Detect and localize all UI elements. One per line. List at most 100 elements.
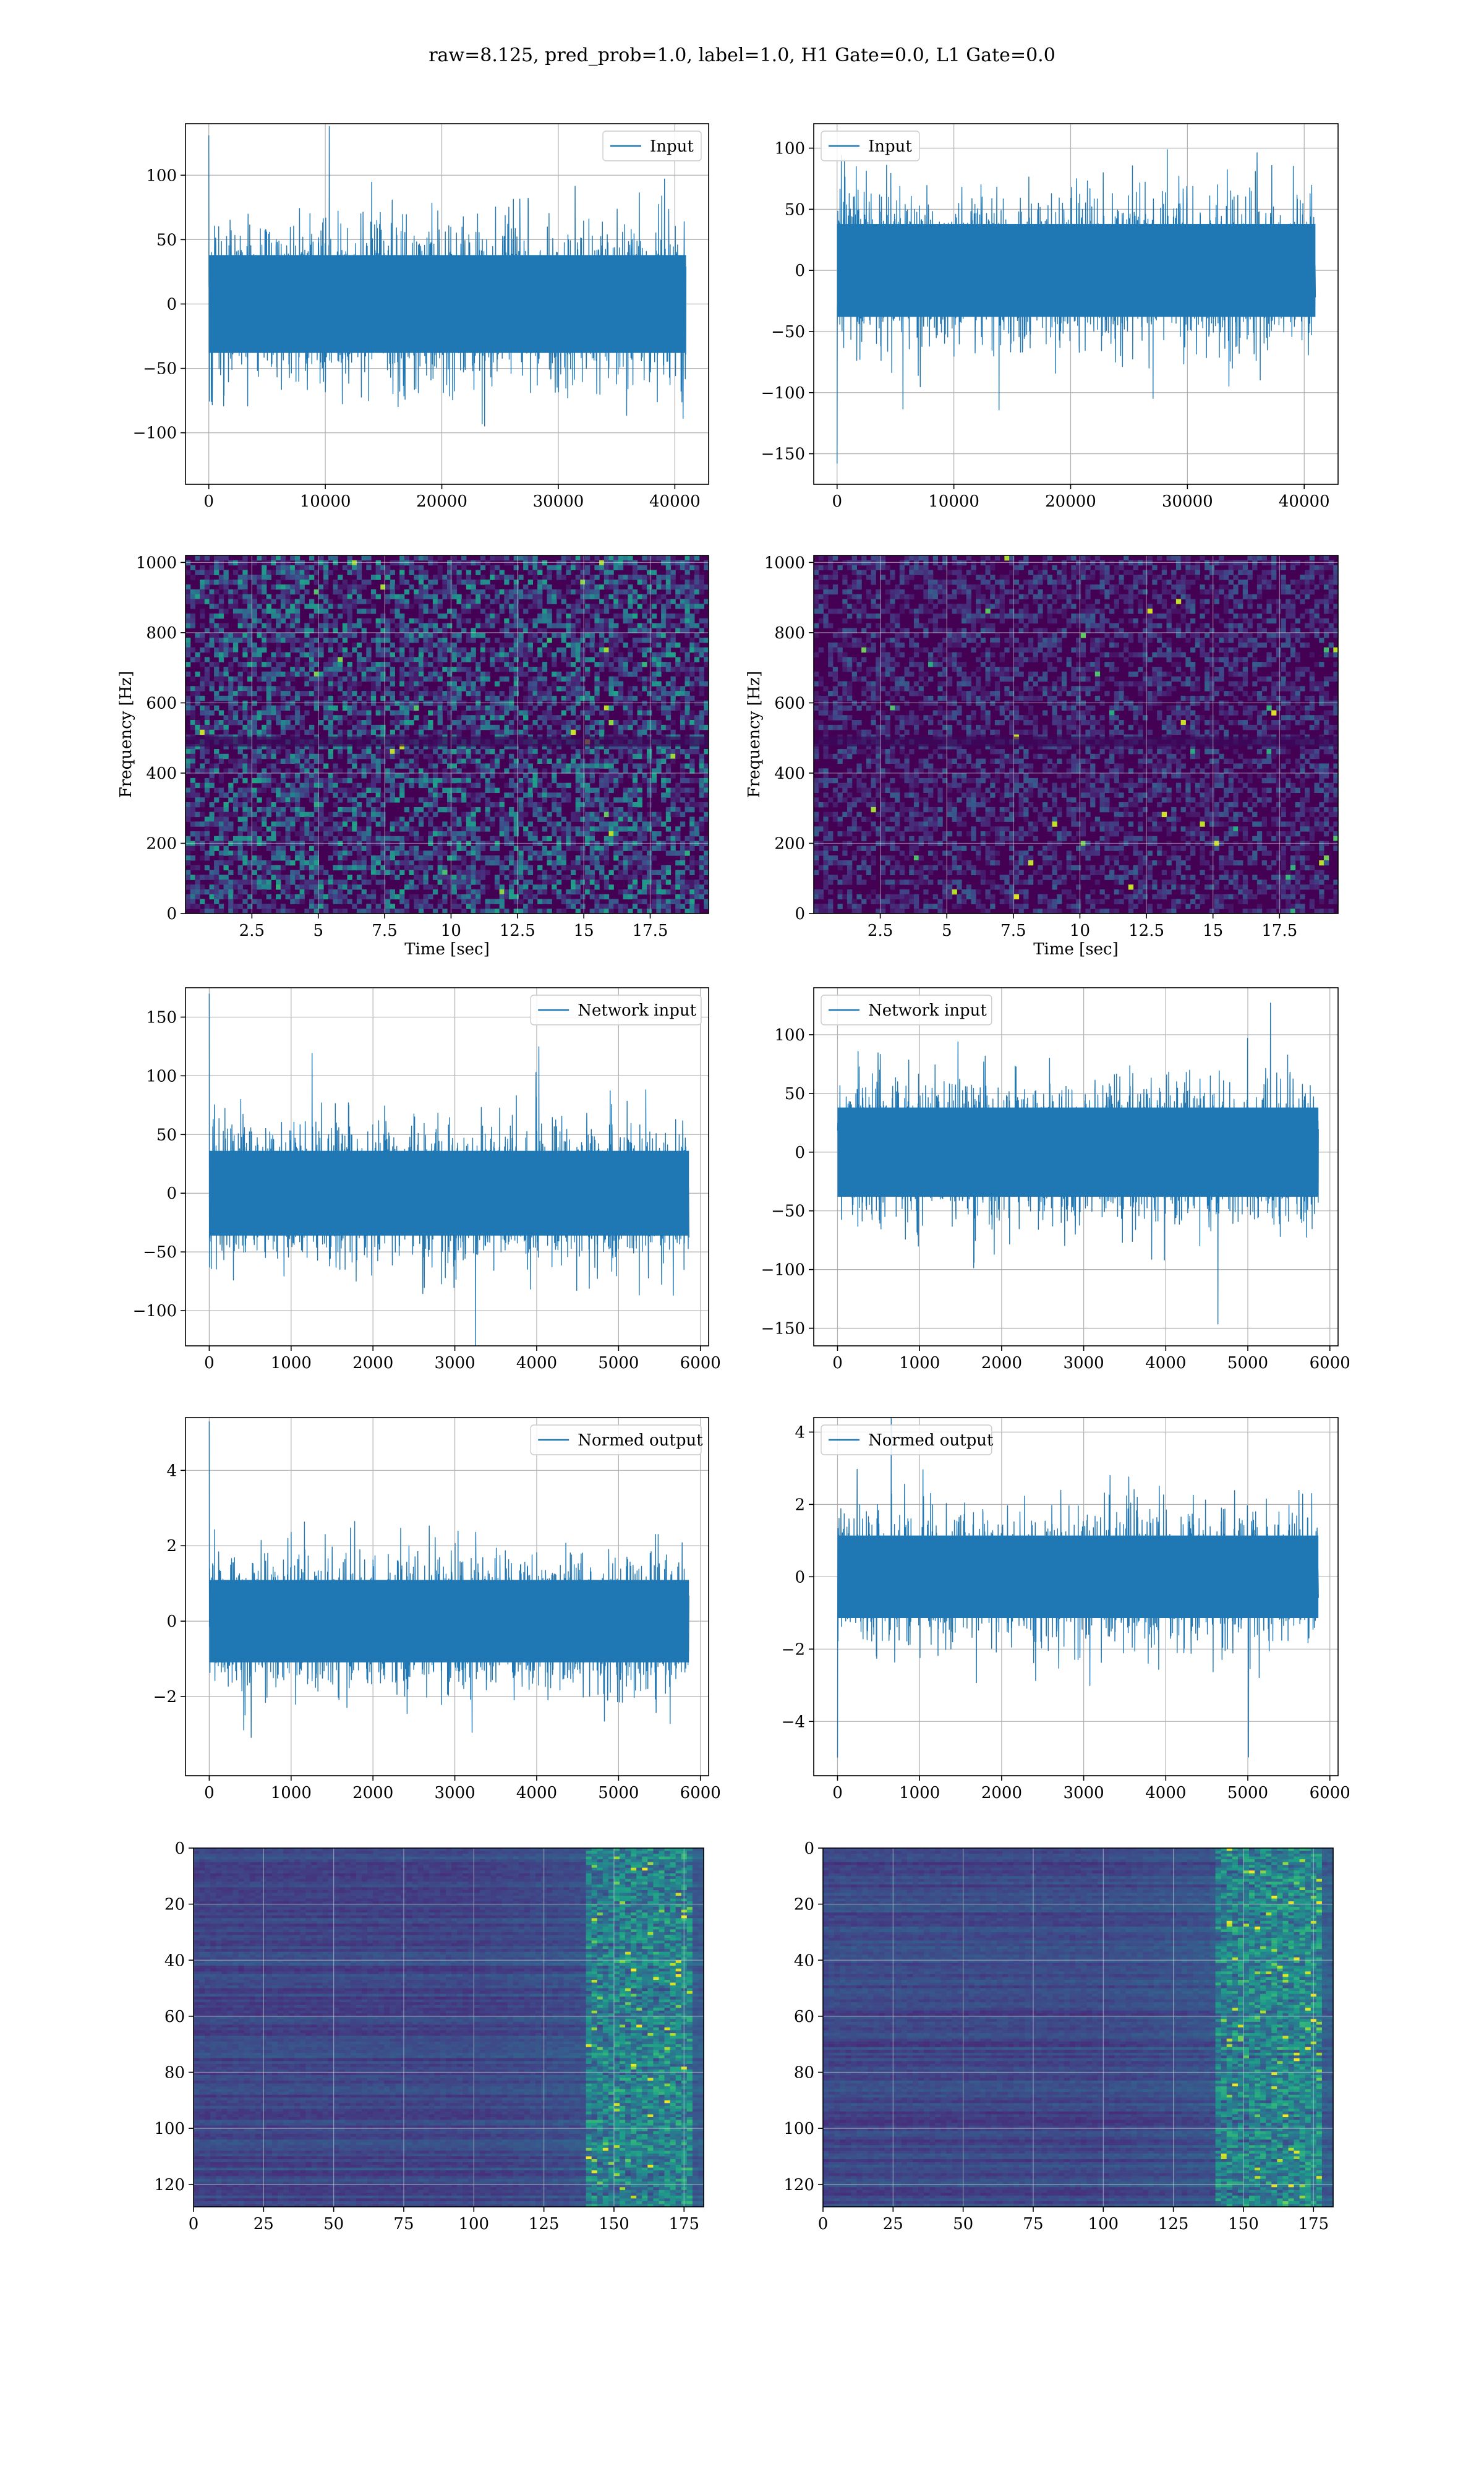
heatmap-cell bbox=[456, 614, 461, 618]
heatmap-cell bbox=[394, 623, 399, 628]
heatmap-cell bbox=[304, 570, 309, 575]
heatmap-cell bbox=[219, 850, 224, 855]
heatmap-cell bbox=[318, 681, 323, 686]
heatmap-cell bbox=[257, 778, 262, 783]
heatmap-cell bbox=[442, 773, 447, 778]
heatmap-cell bbox=[671, 836, 676, 841]
heatmap-cell bbox=[219, 565, 224, 570]
heatmap-cell bbox=[585, 710, 590, 715]
heatmap-cell bbox=[609, 648, 614, 653]
heatmap-cell bbox=[523, 643, 528, 648]
heatmap-cell bbox=[661, 575, 666, 580]
heatmap-cell bbox=[528, 797, 533, 802]
heatmap-cell bbox=[580, 904, 585, 909]
heatmap-cell bbox=[262, 884, 267, 889]
heatmap-cell bbox=[509, 725, 514, 730]
heatmap-cell bbox=[224, 696, 229, 701]
heatmap-cell bbox=[647, 633, 652, 638]
heatmap-cell bbox=[262, 710, 267, 715]
heatmap-cell bbox=[523, 880, 528, 884]
heatmap-cell bbox=[210, 904, 215, 909]
heatmap-cell bbox=[537, 807, 542, 812]
heatmap-cell bbox=[295, 614, 300, 618]
heatmap-cell bbox=[461, 710, 466, 715]
heatmap-cell bbox=[652, 633, 657, 638]
heatmap-cell bbox=[466, 633, 471, 638]
heatmap-cell bbox=[633, 623, 638, 628]
heatmap-cell bbox=[300, 691, 305, 696]
heatmap-cell bbox=[452, 643, 457, 648]
heatmap-cell bbox=[390, 860, 395, 865]
heatmap-cell bbox=[385, 754, 390, 759]
heatmap-cell bbox=[271, 826, 276, 831]
heatmap-cell bbox=[618, 730, 623, 735]
heatmap-cell bbox=[518, 653, 523, 657]
heatmap-cell bbox=[532, 681, 537, 686]
heatmap-cell bbox=[348, 599, 352, 604]
heatmap-cell bbox=[490, 706, 495, 711]
heatmap-cell bbox=[309, 821, 314, 826]
heatmap-cell bbox=[671, 570, 676, 575]
heatmap-cell bbox=[257, 754, 262, 759]
heatmap-cell bbox=[580, 589, 585, 594]
heatmap-cell bbox=[252, 831, 257, 836]
heatmap-cell bbox=[642, 623, 647, 628]
heatmap-cell bbox=[224, 589, 229, 594]
heatmap-cell bbox=[556, 860, 561, 865]
heatmap-cell bbox=[424, 662, 429, 667]
heatmap-cell bbox=[309, 865, 314, 870]
heatmap-cell bbox=[414, 870, 419, 875]
heatmap-cell bbox=[618, 860, 623, 865]
heatmap-cell bbox=[576, 555, 581, 560]
heatmap-cell bbox=[576, 773, 581, 778]
heatmap-cell bbox=[590, 706, 595, 711]
heatmap-cell bbox=[585, 855, 590, 860]
heatmap-cell bbox=[466, 850, 471, 855]
heatmap-cell bbox=[652, 643, 657, 648]
heatmap-cell bbox=[333, 725, 338, 730]
heatmap-cell bbox=[552, 672, 556, 677]
heatmap-cell bbox=[547, 730, 552, 735]
heatmap-cell bbox=[424, 638, 429, 643]
heatmap-cell bbox=[609, 821, 614, 826]
heatmap-cell bbox=[480, 846, 485, 851]
heatmap-cell bbox=[661, 792, 666, 797]
heatmap-cell bbox=[656, 657, 661, 662]
heatmap-cell bbox=[671, 792, 676, 797]
heatmap-cell bbox=[224, 875, 229, 880]
heatmap-cell bbox=[210, 850, 215, 855]
heatmap-cell bbox=[661, 696, 666, 701]
heatmap-cell bbox=[433, 604, 438, 609]
heatmap-cell bbox=[556, 836, 561, 841]
heatmap-cell bbox=[623, 749, 628, 754]
heatmap-cell bbox=[328, 696, 333, 701]
heatmap-cell bbox=[238, 580, 243, 584]
heatmap-cell bbox=[404, 580, 409, 584]
heatmap-cell bbox=[699, 817, 704, 822]
heatmap-cell bbox=[471, 875, 476, 880]
heatmap-cell bbox=[609, 584, 614, 589]
heatmap-cell bbox=[576, 880, 581, 884]
heatmap-cell bbox=[456, 720, 461, 725]
heatmap-cell bbox=[566, 565, 571, 570]
heatmap-cell bbox=[399, 817, 404, 822]
heatmap-cell bbox=[623, 894, 628, 899]
heatmap-cell bbox=[338, 677, 343, 682]
heatmap-cell bbox=[656, 696, 661, 701]
heatmap-cell bbox=[500, 570, 505, 575]
heatmap-cell bbox=[409, 570, 414, 575]
heatmap-cell bbox=[613, 604, 618, 609]
heatmap-cell bbox=[267, 720, 271, 725]
heatmap-cell bbox=[504, 706, 509, 711]
heatmap-cell bbox=[599, 584, 604, 589]
heatmap-cell bbox=[609, 899, 614, 904]
heatmap-cell bbox=[428, 638, 433, 643]
heatmap-cell bbox=[623, 706, 628, 711]
heatmap-cell bbox=[456, 599, 461, 604]
heatmap-cell bbox=[571, 633, 576, 638]
heatmap-cell bbox=[618, 555, 623, 560]
heatmap-cell bbox=[628, 875, 633, 880]
heatmap-cell bbox=[652, 657, 657, 662]
heatmap-cell bbox=[276, 584, 281, 589]
heatmap-cell bbox=[219, 677, 224, 682]
